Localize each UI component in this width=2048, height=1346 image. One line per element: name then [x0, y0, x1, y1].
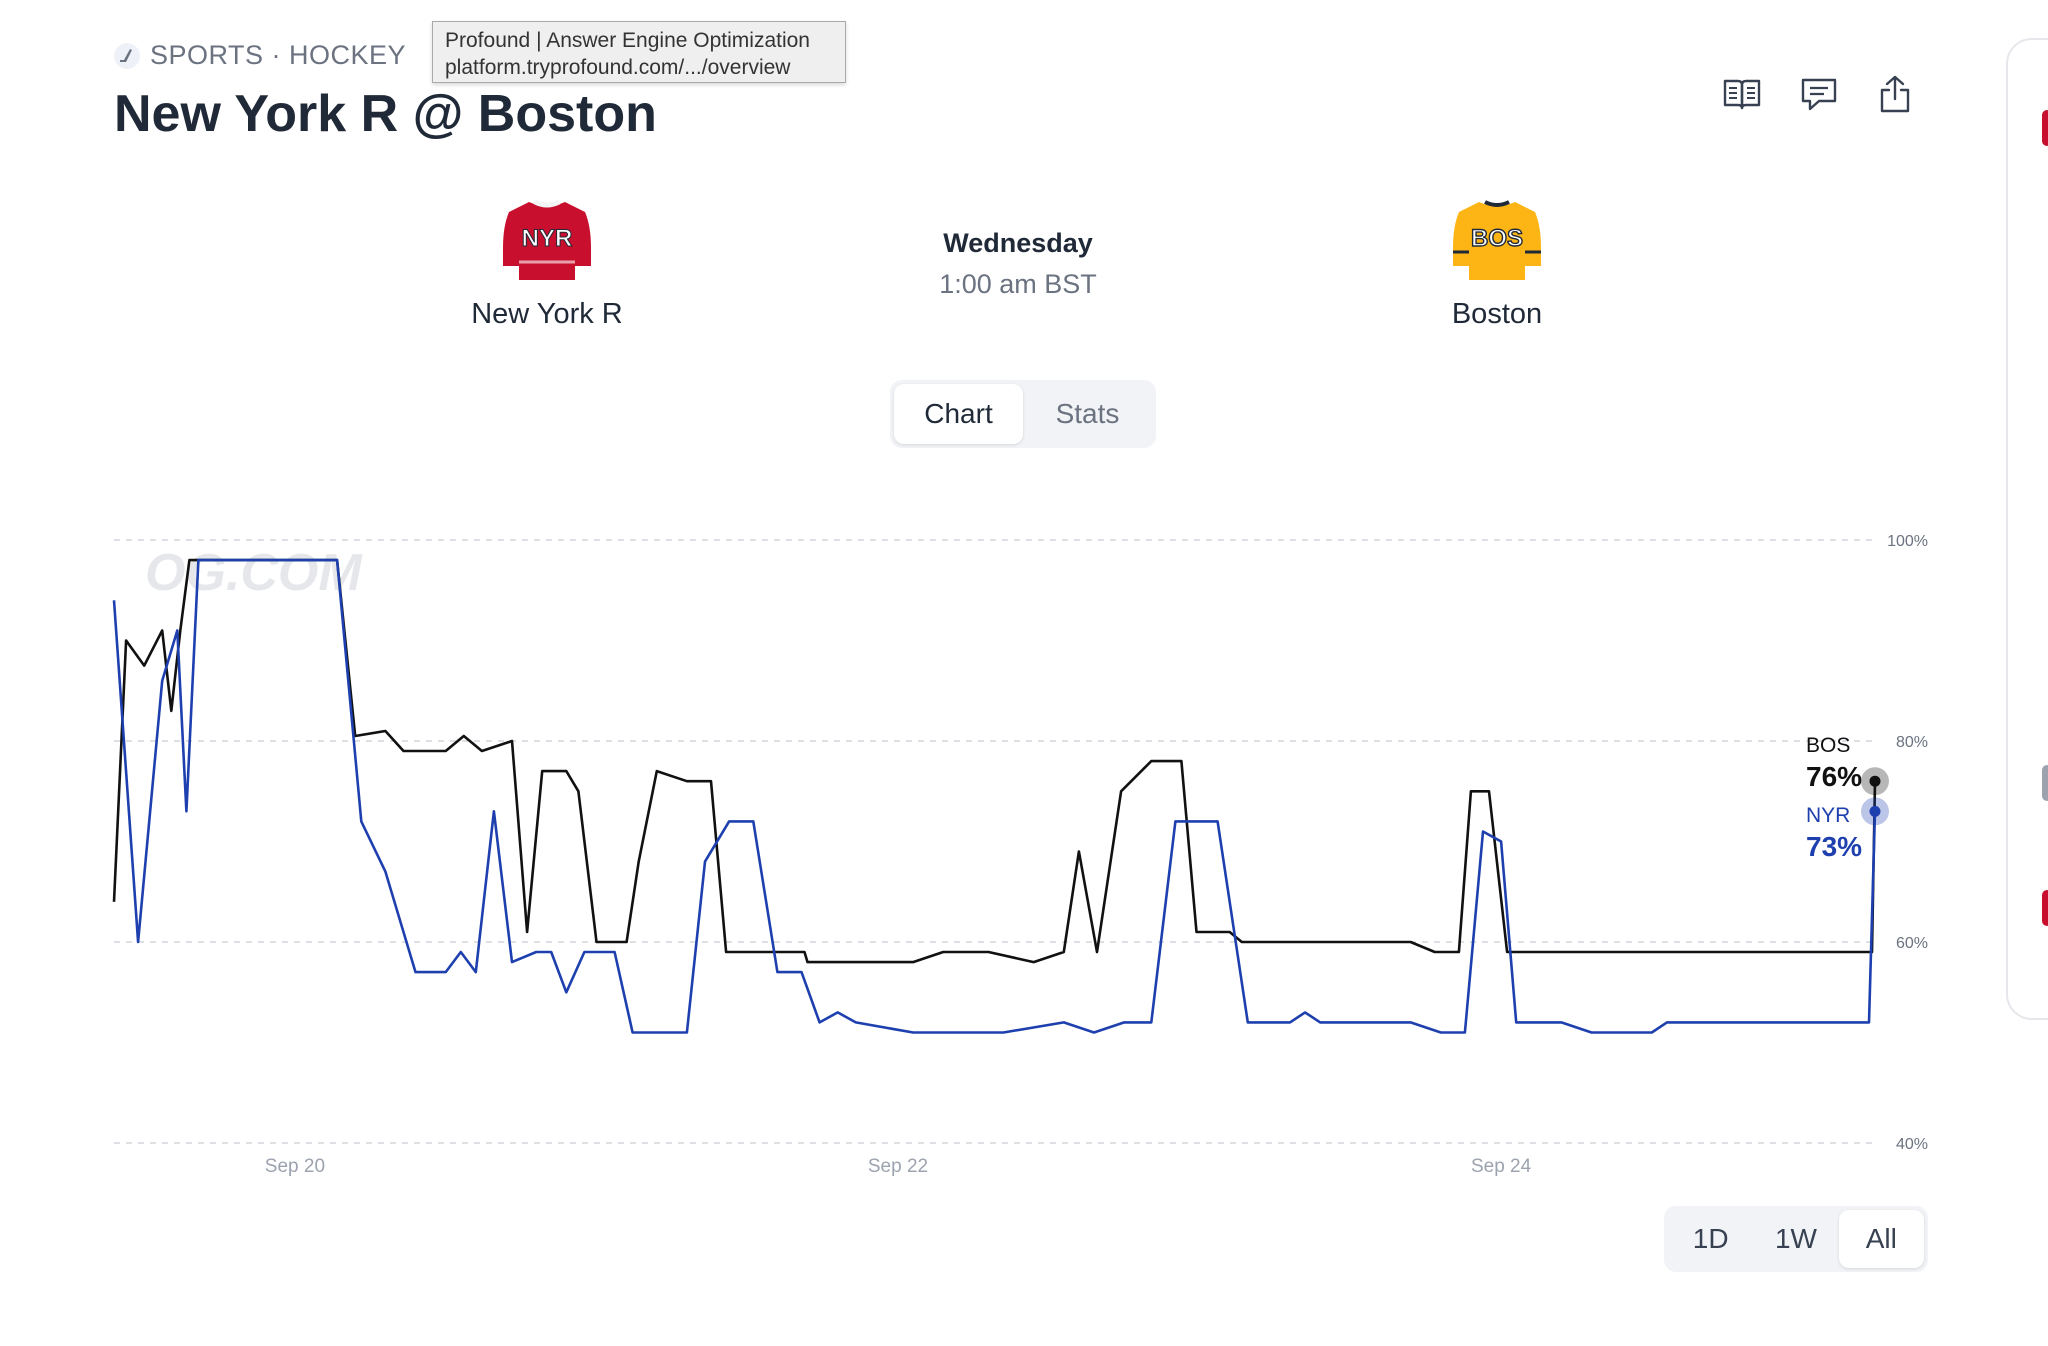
series-name-label: BOS — [1806, 734, 1850, 757]
category-label: SPORTS · HOCKEY — [150, 40, 407, 70]
series-line-bos — [112, 558, 1877, 964]
series-name-label: NYR — [1806, 804, 1850, 827]
side-marker — [2042, 890, 2048, 926]
game-day: Wednesday — [943, 228, 1093, 258]
tab-stats[interactable]: Stats — [1055, 398, 1120, 429]
x-tick-label: Sep 22 — [868, 1156, 928, 1177]
y-tick-label: 40% — [1896, 1136, 1928, 1153]
x-tick-label: Sep 24 — [1471, 1156, 1532, 1177]
series-value-label: 73% — [1806, 831, 1862, 862]
comment-icon[interactable] — [1797, 72, 1841, 116]
y-tick-label: 60% — [1896, 935, 1928, 952]
home-team-name: Boston — [1451, 298, 1543, 330]
view-toggle: Chart Stats — [890, 380, 1156, 448]
end-marker-bos — [1869, 775, 1881, 787]
jersey-label-nyr: NYR — [522, 225, 573, 252]
y-tick-label: 100% — [1887, 533, 1928, 550]
hockey-stick-icon — [114, 42, 140, 69]
away-team[interactable]: NYR New York R — [417, 196, 677, 331]
watermark: OG.COM — [145, 544, 363, 602]
range-all-button[interactable]: All — [1838, 1210, 1924, 1268]
breadcrumb[interactable]: SPORTS · HOCKEY — [114, 40, 406, 71]
tab-chart[interactable]: Chart — [894, 384, 1023, 444]
tooltip-url: platform.tryprofound.com/.../overview — [445, 56, 791, 79]
game-time: Wednesday 1:00 am BST — [868, 228, 1168, 300]
jersey-icon-nyr: NYR — [503, 199, 591, 280]
side-panel[interactable] — [2006, 38, 2048, 1020]
share-icon[interactable] — [1873, 72, 1917, 116]
home-team[interactable]: BOS Boston — [1367, 196, 1627, 331]
end-marker-halo — [1860, 797, 1889, 826]
jersey-icon-bos: BOS — [1453, 200, 1541, 280]
series-line-nyr — [112, 558, 1877, 1034]
range-1w-button[interactable]: 1W — [1774, 1223, 1817, 1254]
x-tick-label: Sep 20 — [265, 1156, 325, 1177]
page-title: New York R @ Boston — [114, 85, 657, 143]
jersey-label-bos: BOS — [1471, 225, 1523, 252]
book-icon[interactable] — [1720, 72, 1764, 116]
tooltip-title: Profound | Answer Engine Optimization — [445, 29, 810, 52]
side-marker — [2042, 110, 2048, 146]
range-1d-button[interactable]: 1D — [1692, 1223, 1729, 1254]
y-tick-label: 80% — [1896, 734, 1928, 751]
end-marker-halo — [1860, 767, 1889, 796]
time-range-selector: 1D 1W All — [1664, 1206, 1928, 1272]
series-value-label: 76% — [1806, 761, 1862, 792]
browser-tooltip: Profound | Answer Engine Optimization pl… — [432, 21, 846, 83]
away-team-name: New York R — [471, 298, 623, 330]
game-hour: 1:00 am BST — [939, 269, 1097, 299]
end-marker-nyr — [1869, 805, 1881, 817]
side-marker — [2042, 765, 2048, 801]
